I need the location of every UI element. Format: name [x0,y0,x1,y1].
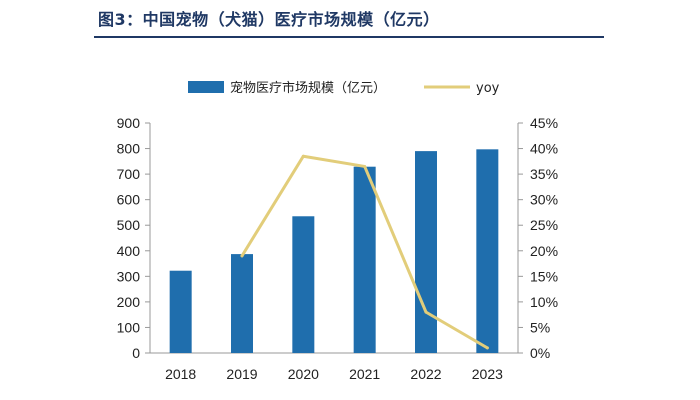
x-tick-label: 2021 [349,366,380,382]
right-tick-label: 10% [530,294,558,310]
figure-title: 图3：中国宠物（犬猫）医疗市场规模（亿元） [98,10,440,29]
right-tick-label: 40% [530,141,558,157]
right-tick-label: 20% [530,243,558,259]
legend-bar-swatch [188,81,224,93]
right-tick-label: 35% [530,166,558,182]
left-tick-label: 200 [117,294,141,310]
right-tick-label: 25% [530,217,558,233]
bar [353,166,376,353]
bar [476,149,499,353]
left-tick-label: 300 [117,268,141,284]
right-tick-label: 15% [530,268,558,284]
right-tick-label: 45% [530,115,558,131]
legend-bar-label: 宠物医疗市场规模（亿元） [230,80,386,96]
left-tick-label: 700 [117,166,141,182]
yoy-point [301,154,305,158]
yoy-point [240,254,244,258]
x-tick-label: 2022 [410,366,441,382]
yoy-point [363,164,367,168]
left-tick-label: 0 [132,345,140,361]
left-tick-label: 100 [117,319,141,335]
x-tick-label: 2023 [472,366,503,382]
legend-line-label: yoy [476,81,500,96]
yoy-point [424,310,428,314]
left-tick-label: 900 [117,115,141,131]
right-tick-label: 0% [530,345,550,361]
x-tick-label: 2018 [165,366,196,382]
x-tick-label: 2019 [226,366,257,382]
x-tick-label: 2020 [288,366,319,382]
title-rule [94,36,604,38]
bar [292,216,315,353]
bar [169,270,192,353]
bar [415,151,437,353]
left-tick-label: 800 [117,141,141,157]
right-tick-label: 5% [530,319,550,335]
right-tick-label: 30% [530,192,558,208]
bar [231,254,253,353]
yoy-point [485,346,489,350]
left-tick-label: 400 [117,243,141,259]
left-tick-label: 600 [117,192,141,208]
left-tick-label: 500 [117,217,141,233]
